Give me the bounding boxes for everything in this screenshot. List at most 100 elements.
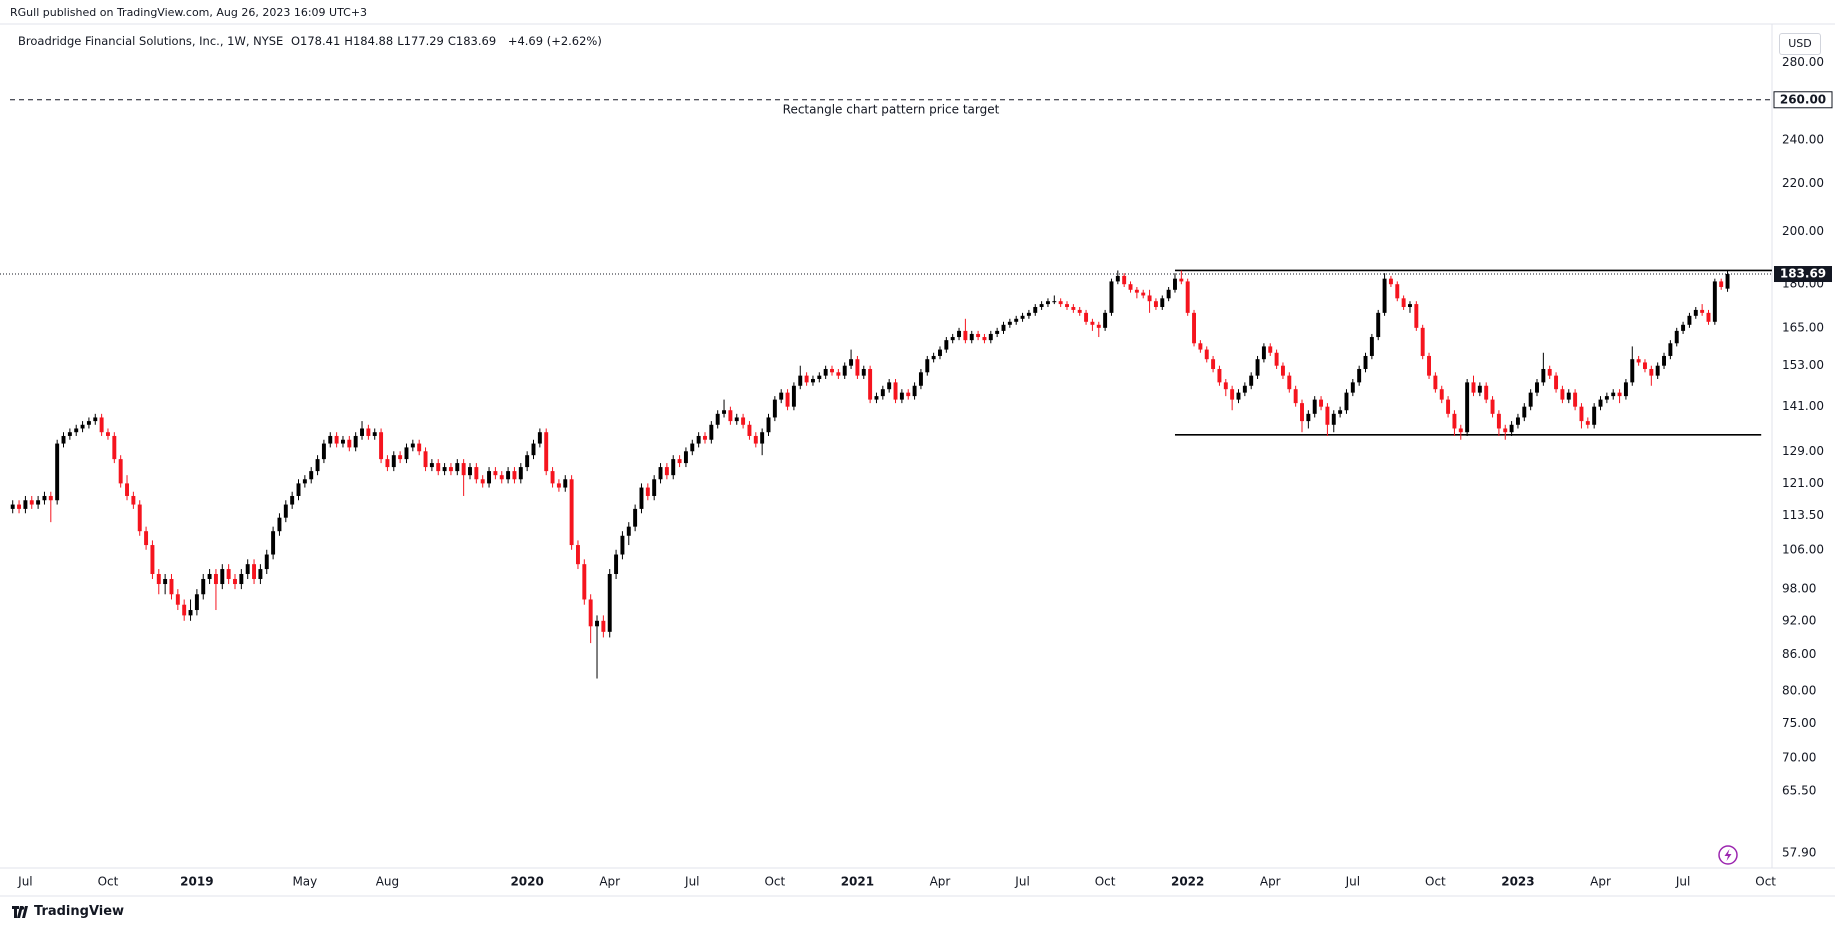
ohlc-value: 177.29 bbox=[403, 34, 444, 48]
candle-body bbox=[1420, 327, 1425, 356]
candle-body bbox=[569, 479, 574, 546]
y-tick-label: 153.00 bbox=[1782, 358, 1824, 372]
currency-button[interactable]: USD bbox=[1779, 33, 1821, 55]
candle-body bbox=[429, 463, 434, 468]
candle-body bbox=[595, 620, 599, 627]
ohlc-value: 184.88 bbox=[352, 34, 394, 48]
candle-body bbox=[747, 424, 752, 436]
candle-body bbox=[944, 340, 949, 350]
candle-body bbox=[1554, 375, 1559, 390]
y-tick-label: 75.00 bbox=[1782, 716, 1816, 730]
candle-body bbox=[493, 471, 498, 476]
candle-body bbox=[1280, 365, 1285, 376]
candle-body bbox=[150, 545, 155, 574]
candle-body bbox=[614, 554, 619, 574]
candle-body bbox=[1477, 385, 1482, 393]
candle-body bbox=[575, 545, 580, 565]
x-tick-label: Aug bbox=[376, 875, 399, 889]
candle-body bbox=[328, 435, 333, 444]
candle-body bbox=[1376, 312, 1381, 338]
x-tick-label: Jul bbox=[1345, 875, 1360, 889]
candle-body bbox=[1427, 355, 1432, 376]
candle-body bbox=[1687, 315, 1692, 325]
y-tick-label: 165.00 bbox=[1782, 320, 1824, 334]
candle-body bbox=[779, 392, 784, 400]
candle-body bbox=[48, 495, 53, 501]
candle-body bbox=[804, 375, 809, 383]
candle-body bbox=[785, 392, 790, 407]
candle-body bbox=[1388, 278, 1393, 285]
candle-body bbox=[677, 459, 682, 464]
candle-body bbox=[1414, 304, 1419, 328]
candle-body bbox=[1490, 399, 1495, 414]
candle-body bbox=[29, 500, 34, 505]
candle-body bbox=[1103, 312, 1108, 328]
candle-body bbox=[1001, 324, 1006, 331]
candle-body bbox=[1249, 375, 1254, 386]
candle-body bbox=[1141, 292, 1146, 296]
candle-body bbox=[1223, 382, 1228, 390]
candle-body bbox=[144, 531, 149, 546]
candle-body bbox=[988, 333, 993, 341]
candle-body bbox=[163, 578, 168, 585]
candle-body bbox=[874, 396, 879, 400]
candle-body bbox=[645, 487, 650, 496]
candle-body bbox=[899, 392, 904, 400]
candle-body bbox=[175, 594, 180, 605]
candle-body bbox=[1655, 365, 1660, 376]
candle-body bbox=[544, 432, 549, 472]
candle-body bbox=[823, 368, 828, 376]
last-price-label: 183.69 bbox=[1780, 267, 1826, 281]
candle-body bbox=[36, 500, 41, 505]
candle-body bbox=[1109, 281, 1114, 313]
candle-body bbox=[1408, 304, 1412, 307]
y-tick-label: 121.00 bbox=[1782, 476, 1824, 490]
candle-body bbox=[938, 349, 942, 356]
y-tick-label: 106.00 bbox=[1782, 542, 1824, 556]
candles bbox=[10, 270, 1730, 679]
candle-body bbox=[817, 375, 822, 379]
candle-body bbox=[620, 535, 625, 555]
candle-body bbox=[950, 337, 955, 341]
x-tick-label: Oct bbox=[1425, 875, 1446, 889]
candle-body bbox=[1122, 275, 1127, 285]
candle-body bbox=[99, 417, 104, 433]
candle-body bbox=[1192, 312, 1197, 344]
candle-body bbox=[474, 467, 479, 480]
candle-body bbox=[448, 467, 453, 472]
candle-body bbox=[658, 467, 663, 480]
candle-body bbox=[1077, 309, 1082, 313]
candle-body bbox=[1128, 284, 1133, 290]
x-tick-label: 2023 bbox=[1501, 875, 1534, 889]
candle-body bbox=[1496, 413, 1501, 429]
x-tick-label: 2020 bbox=[510, 875, 543, 889]
candle-body bbox=[880, 389, 885, 397]
candle-body bbox=[741, 417, 746, 425]
y-tick-label: 141.00 bbox=[1782, 399, 1824, 413]
y-tick-label: 86.00 bbox=[1782, 647, 1816, 661]
candle-body bbox=[861, 368, 866, 376]
alert-icon-circle bbox=[1718, 845, 1738, 865]
ohlc-value: 183.69 bbox=[455, 34, 497, 48]
x-tick-label: Jul bbox=[1014, 875, 1029, 889]
candle-body bbox=[1515, 417, 1520, 425]
x-tick-label: Oct bbox=[98, 875, 119, 889]
candle-body bbox=[1401, 298, 1406, 307]
candle-body bbox=[1509, 424, 1514, 433]
candle-body bbox=[830, 368, 834, 373]
candle-body bbox=[1160, 298, 1165, 307]
candle-body bbox=[1592, 406, 1597, 425]
candle-body bbox=[753, 435, 758, 444]
candle-body bbox=[106, 432, 110, 436]
target-label: 260.00 bbox=[1780, 92, 1826, 106]
candle-body bbox=[1045, 301, 1050, 305]
candle-body bbox=[398, 455, 403, 460]
alert-icon-bolt bbox=[1724, 849, 1732, 861]
footer-text: TradingView bbox=[34, 904, 125, 919]
candle-body bbox=[1065, 304, 1069, 307]
candle-body bbox=[487, 471, 492, 484]
candle-body bbox=[582, 564, 587, 600]
candle-body bbox=[1579, 406, 1584, 422]
candle-body bbox=[1566, 392, 1571, 400]
candle-body bbox=[982, 337, 987, 341]
